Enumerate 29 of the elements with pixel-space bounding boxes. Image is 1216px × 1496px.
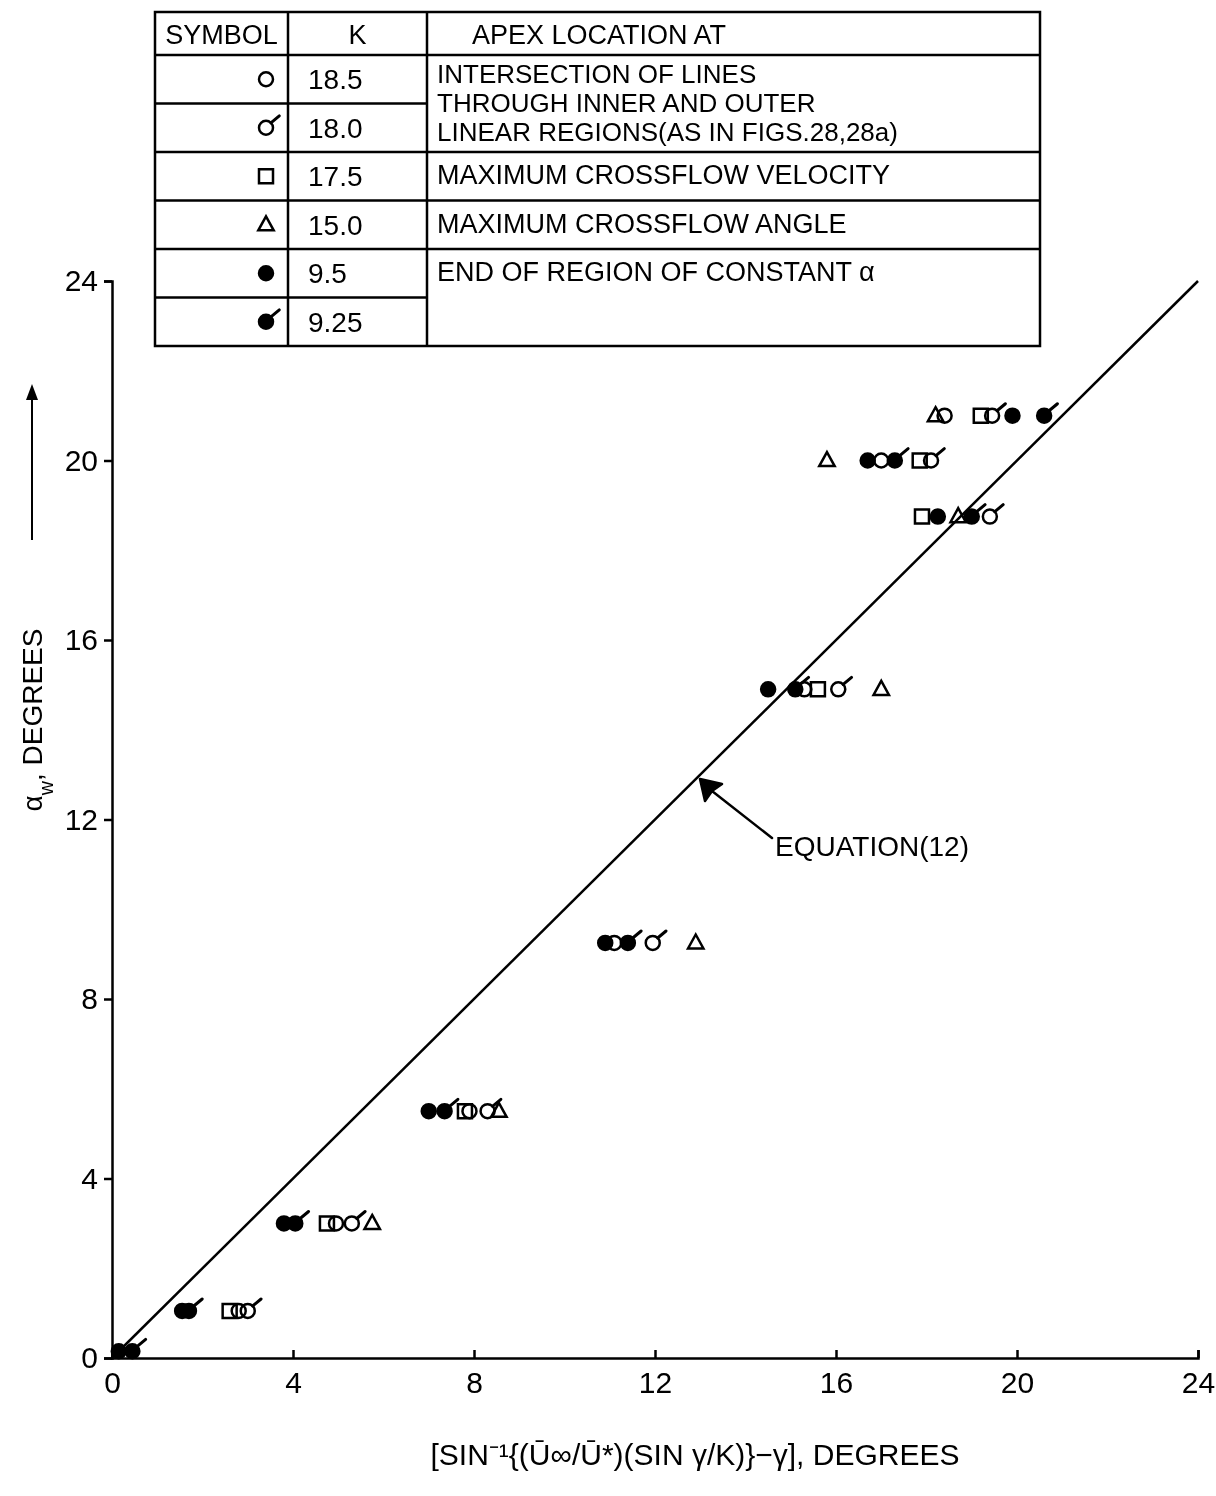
y-tick-label: 20	[64, 443, 98, 477]
x-tick-label: 4	[285, 1366, 302, 1400]
y-tick-label: 16	[64, 623, 98, 657]
x-tick-label: 12	[638, 1366, 673, 1400]
legend-label: 15.0	[308, 209, 363, 241]
legend-label: 9.25	[308, 306, 363, 338]
text: K	[348, 20, 367, 50]
annotation: EQUATION(12)	[775, 831, 969, 862]
y-tick-label: 4	[81, 1161, 98, 1195]
y-tick-label: 8	[81, 982, 98, 1016]
x-tick-label: 8	[466, 1366, 483, 1400]
x-axis-title: [SIN⁻¹{(Ū∞/Ū*)(SIN γ/K)}−γ], DEGREES	[430, 1438, 960, 1471]
legend-label: 9.5	[308, 258, 347, 290]
y-tick-label: 0	[81, 1341, 98, 1375]
x-tick-label: 24	[1181, 1366, 1216, 1400]
legend-label: 18.0	[308, 112, 363, 144]
x-tick-label: 0	[104, 1366, 121, 1400]
text: INTERSECTION OF LINES THROUGH INNER AND OUTER LINEAR REGIONS(AS IN FIGS.28,28a)	[437, 59, 898, 147]
x-tick-label: 20	[1000, 1366, 1035, 1400]
legend-label: 18.5	[308, 64, 363, 96]
text: MAXIMUM CROSSFLOW ANGLE	[437, 208, 847, 239]
text: APEX LOCATION AT	[472, 20, 727, 50]
legend-label: 17.5	[308, 161, 363, 193]
annotation: END OF REGION OF CONSTANT α	[437, 257, 875, 287]
y-tick-label: 24	[64, 264, 98, 298]
text: MAXIMUM CROSSFLOW VELOCITY	[437, 160, 891, 190]
x-tick-label: 16	[819, 1366, 854, 1400]
y-tick-label: 12	[64, 802, 98, 836]
text: SYMBOL	[165, 20, 278, 50]
